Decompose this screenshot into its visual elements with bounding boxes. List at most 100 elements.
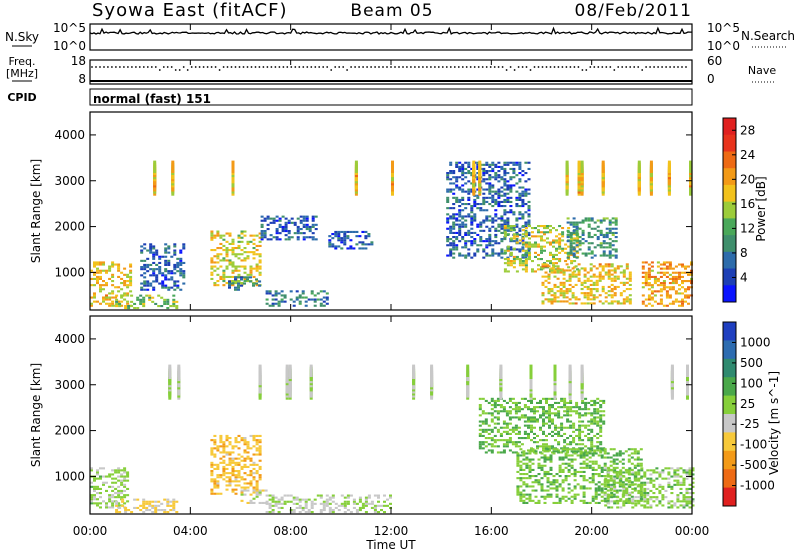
scatter-cell (610, 265, 614, 268)
scatter-cell (361, 506, 365, 509)
scatter-cell (102, 296, 105, 299)
colorbar-segment (723, 450, 736, 470)
scatter-cell (621, 495, 625, 498)
scatter-cell (619, 483, 623, 486)
scatter-cell (164, 251, 168, 254)
scatter-cell (570, 260, 574, 263)
scatter-cell (665, 290, 669, 293)
scatter-cell (656, 302, 660, 305)
scatter-cell (343, 502, 347, 505)
scatter-cell (681, 300, 684, 303)
scatter-cell (243, 451, 247, 454)
scatter-cell (258, 459, 262, 462)
scatter-cell (497, 165, 501, 168)
scatter-cell (627, 458, 631, 461)
scatter-cell (637, 477, 641, 480)
scatter-cell (302, 236, 306, 239)
colorbar-tick-label: -1000 (740, 479, 775, 493)
scatter-cell (265, 290, 269, 293)
scatter-cell (650, 304, 654, 307)
scatter-cell (582, 491, 586, 494)
scatter-cell (558, 501, 562, 504)
scatter-cell (461, 178, 465, 181)
scatter-cell (508, 418, 512, 421)
scatter-cell (661, 469, 665, 472)
scatter-cell (602, 254, 606, 257)
scatter-cell (522, 473, 526, 476)
nave-dot (214, 66, 217, 68)
scatter-cell (584, 424, 588, 427)
scatter-cell (494, 236, 498, 239)
scatter-cell (557, 451, 561, 454)
scatter-cell (567, 497, 571, 500)
scatter-cell (182, 272, 186, 275)
scatter-cell (271, 304, 275, 307)
scatter-cell (581, 399, 585, 402)
scatter-cell (228, 280, 231, 283)
scatter-cell (549, 483, 553, 486)
scatter-cell (508, 439, 512, 442)
scatter-cell (491, 161, 495, 164)
scatter-cell (607, 506, 611, 509)
scatter-cell (243, 439, 247, 442)
scatter-cell (512, 247, 516, 250)
scatter-cell (509, 251, 513, 254)
scatter-cell (349, 239, 353, 242)
scatter-cell (671, 288, 675, 291)
scatter-cell (129, 284, 133, 287)
scatter-cell (542, 397, 545, 400)
scatter-cell (564, 251, 568, 254)
scatter-cell (599, 254, 603, 257)
scatter-cell (296, 236, 300, 239)
scatter-cell (605, 227, 609, 230)
scatter-cell (533, 418, 536, 421)
scatter-cell (596, 236, 600, 239)
scatter-cell (519, 491, 523, 494)
scatter-cell (231, 269, 235, 272)
scatter-cell (304, 304, 308, 307)
scatter-cell (590, 242, 594, 245)
scatter-cell (639, 487, 643, 490)
scatter-cell (676, 467, 680, 470)
scatter-cell (302, 238, 306, 241)
scatter-cell (452, 236, 456, 239)
scatter-cell (219, 242, 223, 245)
scatter-cell (126, 292, 130, 295)
scatter-cell (284, 221, 288, 224)
scatter-cell (514, 441, 518, 444)
scatter-cell (485, 225, 489, 228)
scatter-cell (452, 188, 456, 191)
scatter-cell (120, 288, 124, 291)
scatter-cell (649, 160, 653, 173)
nave-dot (469, 66, 472, 68)
scatter-cell (600, 483, 604, 486)
scatter-cell (219, 474, 223, 477)
scatter-cell (340, 239, 344, 242)
scatter-cell (213, 236, 217, 239)
scatter-cell (485, 254, 489, 257)
scatter-cell (537, 499, 541, 502)
scatter-cell (573, 239, 577, 242)
scatter-cell (349, 511, 353, 514)
scatter-cell (149, 274, 153, 277)
scatter-cell (373, 511, 377, 514)
scatter-cell (164, 243, 168, 246)
colorbar-segment (723, 235, 736, 253)
scatter-cell (541, 294, 545, 297)
scatter-cell (506, 245, 510, 248)
scatter-cell (559, 281, 563, 284)
scatter-cell (609, 489, 613, 492)
scatter-cell (494, 252, 498, 255)
scatter-cell (123, 475, 127, 478)
scatter-cell (496, 410, 500, 413)
scatter-cell (494, 219, 498, 222)
nave-dot (665, 66, 667, 68)
scatter-cell (557, 410, 561, 413)
scatter-cell (611, 240, 615, 243)
scatter-cell (569, 410, 573, 413)
scatter-cell (567, 491, 571, 494)
scatter-cell (295, 506, 299, 509)
scatter-cell (476, 161, 480, 164)
scatter-cell (610, 483, 614, 486)
